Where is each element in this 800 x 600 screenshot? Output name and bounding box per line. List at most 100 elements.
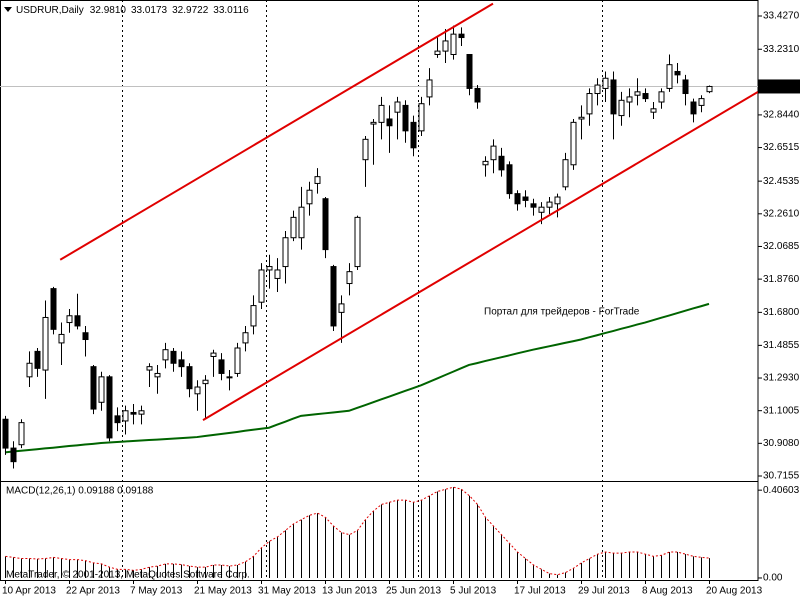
moving-average xyxy=(4,302,710,454)
candle-body xyxy=(618,99,625,117)
candle-body xyxy=(698,98,705,106)
candle-body xyxy=(354,216,361,268)
candle-body xyxy=(386,118,393,127)
candle-body xyxy=(626,96,633,103)
candle-body xyxy=(194,386,201,395)
candle-body xyxy=(610,79,617,115)
candle-body xyxy=(202,379,209,385)
candle-body xyxy=(298,206,305,239)
y-tick-label: 32.4535 xyxy=(763,176,800,187)
candle-body xyxy=(274,269,281,279)
y-tick-label: 32.6515 xyxy=(763,142,800,153)
candle-body xyxy=(122,410,129,422)
candle-body xyxy=(74,315,81,327)
candle-body xyxy=(642,93,649,100)
x-tick-label: 31 May 2013 xyxy=(258,586,316,597)
x-tick-label: 8 Aug 2013 xyxy=(642,586,693,597)
trendline xyxy=(202,91,758,421)
candle-body xyxy=(18,422,25,446)
watermark: Портал для трейдеров - ForTrade xyxy=(484,307,640,318)
y-tick-label: 31.2930 xyxy=(763,373,800,384)
candle-body xyxy=(306,189,313,205)
menu-icon xyxy=(4,7,12,12)
close-value: 33.0116 xyxy=(213,5,249,16)
x-tick-label: 7 May 2013 xyxy=(130,586,183,597)
open-value: 32.9810 xyxy=(90,5,127,16)
candle-body xyxy=(26,362,33,378)
candle-body xyxy=(162,349,169,361)
candle-body xyxy=(426,79,433,98)
trendline xyxy=(59,2,494,261)
candle-body xyxy=(34,350,41,369)
copyright: MetaTrader, © 2001-2013, MetaQuotes Soft… xyxy=(6,570,250,581)
candle-body xyxy=(706,85,713,93)
candle-body xyxy=(402,104,409,132)
candle-body xyxy=(682,79,689,95)
y-tick-label: 0.40603 xyxy=(763,485,800,496)
candle-body xyxy=(330,266,337,327)
candle-body xyxy=(602,77,609,89)
candle-body xyxy=(594,84,601,95)
candle-body xyxy=(562,159,569,188)
candle-body xyxy=(674,70,681,76)
candle-body xyxy=(586,93,593,115)
candle-body xyxy=(690,101,697,115)
candle-body xyxy=(266,266,273,271)
chart-header: USDRUR,Daily 32.9810 33.0173 32.9722 33.0116 xyxy=(16,5,249,16)
y-tick-label: 32.8440 xyxy=(763,110,800,121)
candle-body xyxy=(458,33,465,39)
candle-body xyxy=(434,50,441,56)
x-tick-label: 29 Jul 2013 xyxy=(578,586,630,597)
candle-body xyxy=(170,350,177,364)
candle-body xyxy=(322,198,329,251)
candle-body xyxy=(130,411,137,415)
candle-body xyxy=(498,155,505,171)
x-tick-label: 5 Jul 2013 xyxy=(450,586,497,597)
candle-body xyxy=(114,415,121,424)
y-tick-label: 30.7155 xyxy=(763,471,800,482)
candle-body xyxy=(42,316,49,371)
candle-body xyxy=(650,108,657,113)
macd-title: MACD(12,26,1) 0.09188 0.09188 xyxy=(6,486,154,497)
candle-body xyxy=(658,91,665,103)
candle-body xyxy=(666,64,673,89)
high-value: 33.0173 xyxy=(131,5,168,16)
candle-body xyxy=(210,352,217,357)
candle-body xyxy=(10,447,17,463)
y-tick-label: 30.9080 xyxy=(763,438,800,449)
y-tick-label: 31.8760 xyxy=(763,274,800,285)
y-tick-label: 32.2610 xyxy=(763,208,800,219)
candle-body xyxy=(258,269,265,303)
x-tick-label: 17 Jul 2013 xyxy=(514,586,566,597)
candle-body xyxy=(554,196,561,205)
y-tick-label: 0.00 xyxy=(763,573,783,584)
candle-body xyxy=(546,201,553,208)
y-tick-label: 31.6800 xyxy=(763,307,800,318)
candle-body xyxy=(90,366,97,410)
low-value: 32.9722 xyxy=(172,5,209,16)
candle-body xyxy=(2,418,9,449)
x-tick-label: 25 Jun 2013 xyxy=(386,586,441,597)
candle-body xyxy=(466,54,473,89)
candle-body xyxy=(82,332,89,341)
macd-signal xyxy=(5,486,710,576)
candle-body xyxy=(178,359,185,368)
candle-body xyxy=(490,145,497,161)
candle-body xyxy=(530,203,537,208)
y-tick-label: 33.2310 xyxy=(763,44,800,55)
candle-body xyxy=(186,366,193,390)
chart-title: USDRUR,Daily xyxy=(16,5,84,16)
y-tick-label: 31.1005 xyxy=(763,405,800,416)
candle-body xyxy=(138,410,145,415)
x-tick-label: 13 Jun 2013 xyxy=(322,586,377,597)
candle-body xyxy=(346,271,353,285)
candle-body xyxy=(522,196,529,201)
candle-body xyxy=(538,206,545,213)
candle-body xyxy=(58,333,65,344)
candle-body xyxy=(154,372,161,378)
candle-body xyxy=(634,91,641,96)
candle-body xyxy=(370,121,377,125)
